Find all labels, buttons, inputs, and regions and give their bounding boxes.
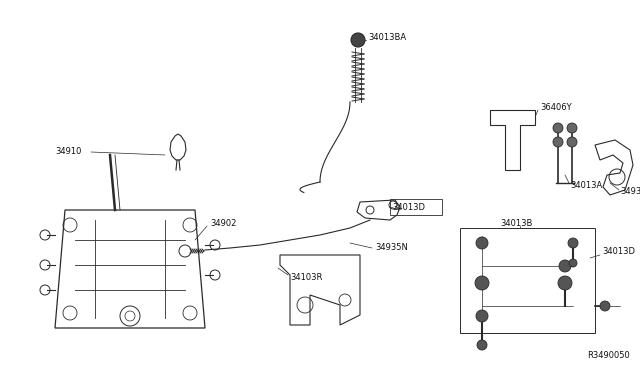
Circle shape [567,123,577,133]
Text: 34013B: 34013B [500,219,532,228]
Text: 34902: 34902 [210,219,236,228]
Text: R3490050: R3490050 [588,351,630,360]
Circle shape [476,237,488,249]
Text: 34013D: 34013D [392,202,425,212]
Circle shape [567,137,577,147]
Text: 34910: 34910 [55,148,81,157]
Text: 34013BA: 34013BA [368,33,406,42]
Circle shape [553,137,563,147]
Circle shape [558,276,572,290]
Circle shape [559,260,571,272]
Circle shape [351,33,365,47]
Text: 34013A: 34013A [570,180,602,189]
Text: 34935N: 34935N [375,244,408,253]
Bar [460,228,595,333]
Circle shape [553,123,563,133]
Text: 34013D: 34013D [602,247,635,257]
Circle shape [600,301,610,311]
Circle shape [476,310,488,322]
Circle shape [477,340,487,350]
Circle shape [569,259,577,267]
Bar [390,199,442,215]
Circle shape [475,276,489,290]
Text: 34939: 34939 [620,187,640,196]
Text: 36406Y: 36406Y [540,103,572,112]
Circle shape [568,238,578,248]
Text: 34103R: 34103R [290,273,323,282]
